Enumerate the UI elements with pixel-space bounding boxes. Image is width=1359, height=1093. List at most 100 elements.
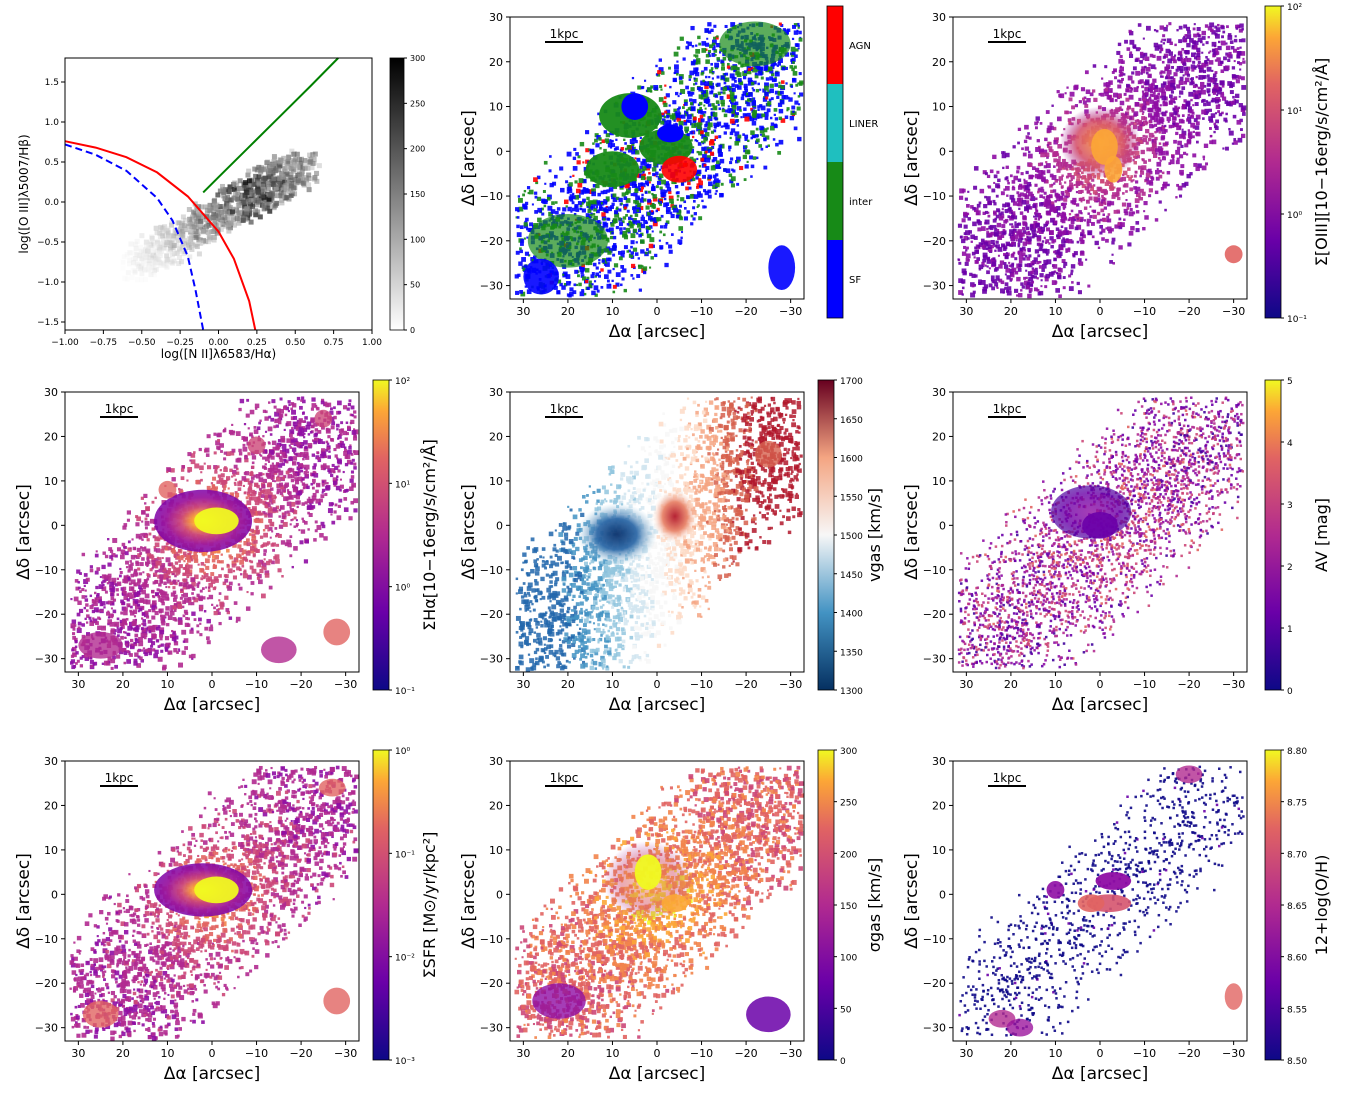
map-pixel — [1168, 100, 1173, 105]
map-pixel — [541, 198, 546, 203]
map-pixel — [1070, 209, 1074, 213]
map-pixel — [746, 102, 751, 107]
map-pixel — [698, 216, 703, 221]
map-pixel — [524, 251, 530, 256]
histogram-bin — [146, 261, 152, 267]
map-pixel — [764, 65, 769, 71]
histogram-bin — [242, 192, 248, 198]
map-pixel — [1077, 258, 1082, 262]
map-pixel — [1142, 226, 1146, 231]
map-pixel — [711, 145, 715, 150]
histogram-bin — [245, 199, 251, 205]
map-pixel — [1004, 218, 1009, 223]
map-pixel — [1152, 78, 1157, 83]
map-pixel — [676, 211, 682, 216]
map-pixel — [1141, 90, 1145, 93]
map-pixel — [1007, 207, 1012, 212]
histogram-bin — [291, 151, 297, 157]
map-pixel — [648, 181, 651, 184]
map-pixel — [1212, 73, 1217, 78]
map-pixel — [1134, 170, 1138, 174]
map-pixel — [646, 248, 649, 251]
map-pixel — [658, 201, 661, 205]
map-pixel — [763, 137, 767, 141]
histogram-bin — [245, 172, 251, 178]
map-pixel — [581, 289, 585, 293]
map-pixel — [625, 203, 629, 207]
histogram-bin — [174, 250, 180, 256]
map-pixel — [577, 200, 582, 205]
map-pixel — [515, 290, 520, 295]
histogram-bin — [138, 277, 144, 283]
map-pixel — [726, 65, 731, 69]
map-pixel — [702, 113, 706, 117]
map-pixel — [1171, 155, 1175, 159]
map-pixel — [1195, 166, 1200, 172]
map-pixel — [675, 122, 678, 125]
map-pixel — [565, 180, 569, 184]
map-pixel — [755, 138, 760, 143]
map-pixel — [1129, 207, 1133, 212]
map-pixel — [1017, 178, 1022, 182]
histogram-bin — [149, 265, 155, 271]
map-pixel — [769, 125, 775, 131]
map-pixel — [713, 122, 717, 127]
map-pixel — [1064, 240, 1067, 243]
map-pixel — [580, 274, 585, 278]
map-pixel — [655, 185, 659, 189]
histogram-bin — [231, 222, 237, 228]
map-pixel — [984, 172, 988, 176]
map-pixel — [655, 64, 658, 68]
map-pixel — [1126, 202, 1132, 208]
map-pixel — [1239, 128, 1243, 132]
map-pixel — [752, 156, 757, 160]
map-pixel — [1064, 92, 1067, 95]
map-pixel — [1164, 76, 1168, 80]
histogram-bin — [127, 257, 133, 263]
map-pixel — [675, 91, 679, 96]
histogram-bin — [188, 227, 194, 233]
map-pixel — [676, 60, 679, 63]
map-pixel — [1103, 206, 1107, 210]
map-pixel — [607, 240, 610, 243]
map-pixel — [1064, 181, 1067, 184]
map-pixel — [1012, 145, 1016, 149]
map-pixel — [764, 111, 769, 117]
histogram-bin — [155, 239, 161, 245]
map-pixel — [600, 190, 605, 195]
map-pixel — [984, 264, 987, 267]
map-pixel — [1202, 117, 1205, 120]
map-pixel — [1233, 38, 1238, 43]
map-pixel — [1120, 222, 1125, 228]
histogram-bin — [149, 235, 155, 241]
map-pixel — [700, 157, 705, 162]
map-pixel — [707, 49, 712, 54]
histogram-bin — [277, 159, 283, 165]
map-pixel — [723, 113, 728, 118]
histogram-bin — [181, 227, 187, 233]
y-tick-label: −0.5 — [37, 238, 59, 248]
map-pixel — [664, 262, 669, 268]
map-pixel — [679, 242, 682, 245]
map-pixel — [1040, 285, 1043, 288]
colorbar-class-label: LINER — [849, 119, 878, 130]
map-pixel — [566, 191, 570, 194]
map-pixel — [690, 113, 694, 117]
histogram-bin — [222, 215, 228, 221]
map-pixel — [1142, 57, 1145, 61]
x-tick-label: −0.25 — [166, 338, 194, 348]
map-pixel — [704, 190, 709, 196]
map-pixel — [796, 22, 800, 26]
histogram-bin — [295, 178, 301, 184]
map-pixel — [637, 257, 640, 260]
map-pixel — [744, 145, 748, 149]
map-pixel — [691, 135, 695, 139]
histogram-bin — [261, 167, 267, 173]
map-pixel — [711, 72, 714, 75]
colorbar-class-label: inter — [849, 197, 873, 208]
map-pixel — [1099, 231, 1103, 235]
map-pixel — [723, 131, 727, 135]
map-pixel — [976, 219, 981, 224]
map-pixel — [1162, 70, 1166, 74]
histogram-bin — [221, 193, 227, 199]
